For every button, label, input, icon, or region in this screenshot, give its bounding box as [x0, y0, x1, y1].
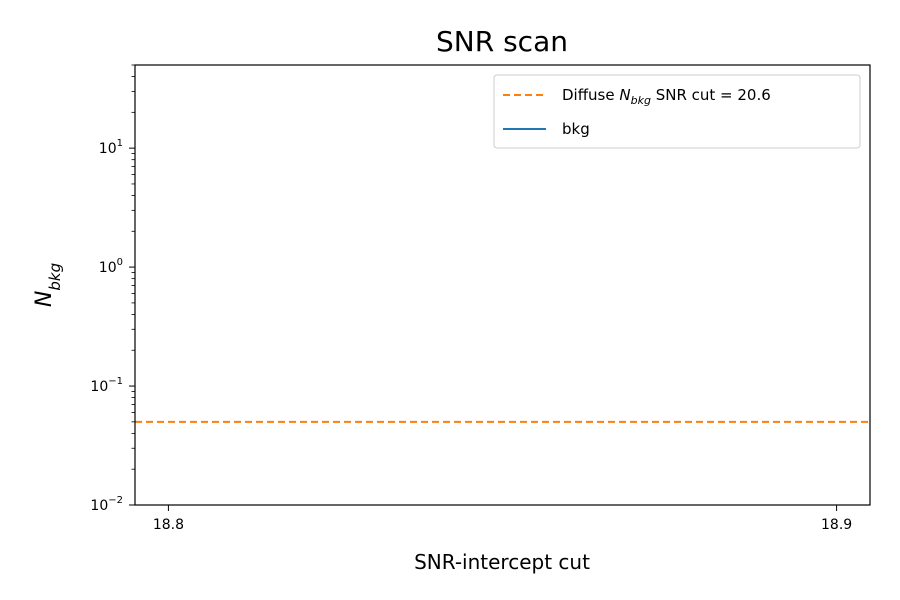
y-tick-label-base: 10: [90, 498, 108, 514]
y-axis-label-base: N: [32, 291, 57, 307]
axes-frame: [134, 64, 871, 506]
y-tick-label: 100: [99, 257, 123, 276]
x-axis-ticks: 18.8 18.9: [153, 505, 852, 533]
y-tick-label-exp: −2: [108, 495, 123, 506]
legend-frame: [493, 74, 861, 149]
y-tick-label-exp: −1: [108, 376, 123, 387]
x-tick-label: 18.9: [821, 517, 852, 533]
y-tick-label: 10−1: [90, 376, 123, 395]
y-axis-label-sub: bkg: [46, 263, 64, 291]
x-axis-label: SNR-intercept cut: [414, 550, 590, 574]
legend-label-math: N: [619, 86, 630, 104]
y-tick-label-exp: 0: [117, 257, 123, 268]
legend-label-pre: Diffuse: [562, 86, 619, 104]
y-tick-label: 10−2: [90, 495, 123, 514]
svg-text:Nbkg: Nbkg: [32, 263, 64, 307]
legend-label-0: Diffuse Nbkg SNR cut = 20.6: [562, 86, 771, 107]
chart-title: SNR scan: [436, 25, 568, 58]
y-tick-label-base: 10: [99, 141, 117, 157]
x-tick-label: 18.8: [153, 517, 184, 533]
legend-label-pre: bkg: [562, 120, 590, 138]
y-axis-label: Nbkg: [32, 263, 64, 307]
legend-label-1: bkg: [562, 120, 590, 138]
y-tick-label-base: 10: [99, 260, 117, 276]
y-tick-label: 101: [99, 138, 123, 157]
legend-label-sub: bkg: [631, 94, 651, 107]
legend-label-post: SNR cut = 20.6: [651, 86, 771, 104]
y-tick-label-exp: 1: [117, 138, 123, 149]
y-tick-label-base: 10: [90, 379, 108, 395]
